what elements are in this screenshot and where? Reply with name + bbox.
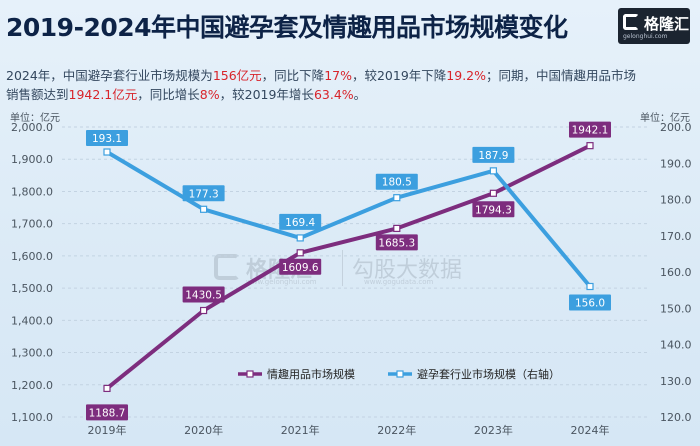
data-point xyxy=(103,384,111,393)
summary-part: ，同比增长 xyxy=(137,87,200,102)
watermark-brand-sub: www.gelonghui.com xyxy=(246,278,317,286)
x-axis-tick-label: 2022年 xyxy=(377,423,416,437)
data-label: 1609.6 xyxy=(282,262,319,274)
left-axis-tick-label: 1,500.0 xyxy=(11,282,53,295)
left-axis-tick-label: 1,400.0 xyxy=(11,314,53,327)
data-point xyxy=(586,142,594,150)
data-label-box xyxy=(569,121,611,138)
logo-subtext: gelonghui.com xyxy=(623,33,668,40)
data-label: 169.4 xyxy=(285,217,315,229)
summary-part: 。 xyxy=(353,87,367,102)
data-label-box xyxy=(86,404,128,421)
x-axis-tick-label: 2020年 xyxy=(184,423,223,437)
data-label-box xyxy=(569,294,611,311)
data-label: 1685.3 xyxy=(378,237,415,249)
data-label-box xyxy=(86,130,128,147)
summary-part: ，同比下降 xyxy=(261,68,325,83)
data-point xyxy=(296,249,304,257)
right-axis-unit: 单位：亿元 xyxy=(640,111,690,124)
data-label: 156.0 xyxy=(575,298,605,310)
data-point xyxy=(489,167,497,175)
data-point xyxy=(296,234,304,242)
right-axis-tick-label: 160.0 xyxy=(660,266,692,279)
data-point xyxy=(200,306,208,315)
data-label: 1794.3 xyxy=(475,204,512,216)
legend-label: 避孕套行业市场规模（右轴） xyxy=(417,367,560,381)
legend-swatch-marker xyxy=(246,370,254,378)
legend-label: 情趣用品市场规模 xyxy=(267,367,355,381)
summary-part: ，较2019年下降 xyxy=(351,68,447,83)
left-axis-unit: 单位：亿元 xyxy=(10,111,60,124)
summary-value: 63.4% xyxy=(313,87,354,102)
left-axis-tick-label: 1,100.0 xyxy=(11,411,53,424)
data-label: 1942.1 xyxy=(572,125,609,137)
watermark: 格隆汇 www.gelonghui.com 勾股大数据 www.gogudata… xyxy=(214,248,514,292)
page-title: 2019-2024年中国避孕套及情趣用品市场规模变化 xyxy=(6,13,568,42)
summary-part: ，较2019年增长 xyxy=(219,87,314,102)
data-point xyxy=(103,148,111,156)
data-point xyxy=(200,205,208,213)
series-line-purple xyxy=(105,143,591,390)
watermark-divider xyxy=(342,250,343,286)
data-label: 193.1 xyxy=(92,133,122,145)
right-axis-tick-label: 120.0 xyxy=(660,411,692,424)
summary-part: ；同期，中国情趣用品市场销售额达到 xyxy=(6,68,637,102)
series-line-blue xyxy=(105,150,592,288)
data-label: 177.3 xyxy=(189,188,219,200)
left-axis-tick-label: 1,900.0 xyxy=(11,153,53,166)
data-label-box xyxy=(472,201,515,218)
data-label: 180.5 xyxy=(382,177,412,189)
legend-swatch-marker xyxy=(396,370,404,378)
summary-text: 2024年，中国避孕套行业市场规模为156亿元，同比下降17%，较2019年下降… xyxy=(6,66,646,104)
summary-value: 8% xyxy=(199,87,220,102)
summary-value: 17% xyxy=(324,68,352,83)
right-axis-tick-label: 170.0 xyxy=(660,230,692,243)
summary-value: 19.2% xyxy=(446,68,487,83)
data-label: 1430.5 xyxy=(185,290,222,302)
data-label-box xyxy=(182,185,225,202)
logo-text: 格隆汇 xyxy=(644,15,690,33)
summary-part: 2024年，中国避孕套行业市场规模为 xyxy=(6,68,213,83)
data-point xyxy=(489,189,497,197)
data-label-box xyxy=(375,173,418,190)
watermark-data: 勾股大数据 xyxy=(352,258,463,283)
watermark-data-sub: www.gogudata.com xyxy=(364,278,434,286)
x-axis-tick-label: 2021年 xyxy=(281,423,320,437)
right-axis-tick-label: 150.0 xyxy=(660,302,692,315)
left-axis-tick-label: 1,600.0 xyxy=(11,250,53,263)
logo-icon xyxy=(623,14,639,30)
data-point xyxy=(393,194,401,202)
data-label-box xyxy=(375,234,418,251)
left-axis-tick-label: 1,300.0 xyxy=(11,347,53,360)
data-label-box xyxy=(472,146,515,163)
right-axis-tick-label: 130.0 xyxy=(660,375,692,388)
brand-logo: 格隆汇 gelonghui.com xyxy=(618,8,690,44)
x-axis-tick-label: 2023年 xyxy=(474,423,513,437)
x-axis-tick-label: 2019年 xyxy=(88,423,127,437)
x-axis-tick-label: 2024年 xyxy=(571,423,610,437)
right-axis-tick-label: 190.0 xyxy=(660,157,692,170)
data-label-box xyxy=(279,213,322,230)
right-axis-tick-label: 180.0 xyxy=(660,194,692,207)
right-axis-tick-label: 140.0 xyxy=(660,339,692,352)
right-axis-tick-label: 200.0 xyxy=(660,121,692,134)
data-label: 1188.7 xyxy=(89,407,126,419)
data-label: 187.9 xyxy=(478,150,508,162)
data-label-box xyxy=(279,258,322,275)
left-axis-tick-label: 2,000.0 xyxy=(11,121,53,134)
data-label-box xyxy=(182,286,225,303)
left-axis-tick-label: 1,800.0 xyxy=(11,185,53,198)
data-point xyxy=(393,224,401,233)
summary-value: 156亿元 xyxy=(212,68,262,83)
left-axis-tick-label: 1,700.0 xyxy=(11,218,53,231)
data-point xyxy=(586,282,594,291)
summary-value: 1942.1亿元 xyxy=(68,87,138,102)
left-axis-tick-label: 1,200.0 xyxy=(11,379,53,392)
